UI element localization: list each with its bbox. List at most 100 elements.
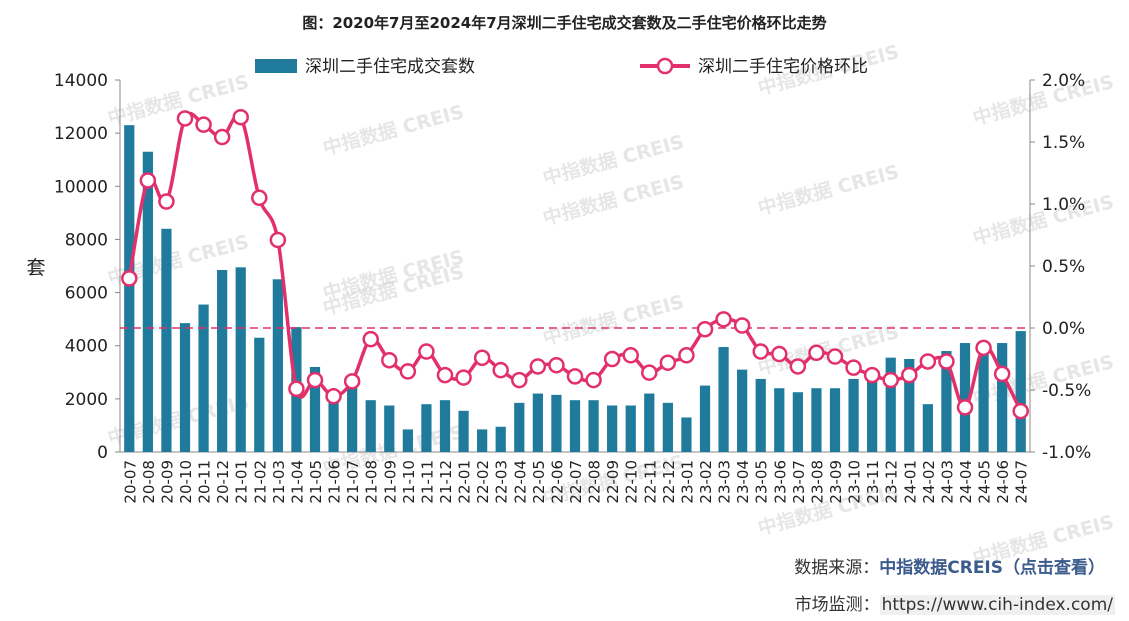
- left-axis-tick-label: 14000: [54, 71, 108, 91]
- bar-24-07: [1015, 331, 1026, 452]
- bar-23-07: [792, 392, 803, 452]
- x-tick-label: 23-07: [790, 460, 808, 504]
- bar-22-11: [644, 393, 655, 452]
- x-tick-label: 23-01: [678, 460, 696, 504]
- point-22-02: [473, 349, 491, 367]
- bar-22-04: [514, 402, 525, 452]
- x-tick-label: 22-09: [604, 460, 622, 504]
- x-tick-label: 24-02: [920, 460, 938, 504]
- bar-22-03: [495, 426, 506, 452]
- x-tick-label: 24-03: [938, 460, 956, 504]
- bar-21-11: [421, 404, 432, 452]
- point-24-02: [919, 353, 937, 370]
- bar-21-07: [347, 382, 358, 452]
- x-tick-label: 20-12: [214, 460, 232, 504]
- x-tick-label: 22-10: [623, 460, 641, 504]
- bar-22-08: [588, 400, 599, 452]
- legend-line-label: 深圳二手住宅价格环比: [698, 57, 868, 77]
- market-monitor-line: 市场监测： https://www.cih-index.com/: [795, 590, 1115, 615]
- x-tick-label: 22-06: [548, 460, 566, 504]
- monitor-url-link[interactable]: https://www.cih-index.com/: [879, 595, 1115, 615]
- left-axis-tick-label: 6000: [65, 284, 108, 304]
- x-tick-label: 24-01: [901, 460, 919, 504]
- x-tick-label: 22-04: [511, 460, 529, 504]
- point-23-09: [826, 348, 844, 365]
- point-21-09: [381, 351, 398, 369]
- bar-22-06: [551, 394, 562, 452]
- point-23-07: [789, 358, 807, 375]
- bar-23-02: [699, 385, 711, 452]
- x-tick-label: 22-01: [456, 460, 474, 504]
- x-tick-label: 21-03: [270, 460, 288, 504]
- point-22-06: [548, 356, 565, 374]
- point-23-08: [808, 344, 825, 362]
- x-tick-label: 22-11: [641, 460, 659, 504]
- point-22-03: [492, 361, 509, 379]
- bar-24-02: [922, 404, 933, 452]
- bar-23-09: [829, 388, 841, 452]
- x-tick-label: 22-12: [660, 460, 678, 504]
- point-21-04: [288, 380, 305, 398]
- line-series: [121, 108, 1029, 420]
- x-tick-label: 21-04: [288, 460, 306, 504]
- chart-legend: 深圳二手住宅成交套数 深圳二手住宅价格环比: [255, 57, 868, 77]
- x-tick-label: 21-05: [307, 460, 325, 504]
- source-link[interactable]: 中指数据CREIS（点击查看）: [879, 558, 1105, 578]
- x-tick-label: 21-06: [326, 460, 344, 504]
- x-tick-label: 23-11: [864, 460, 882, 504]
- left-axis-tick-label: 8000: [65, 230, 108, 250]
- bar-20-07: [124, 125, 135, 453]
- point-24-05: [975, 339, 992, 357]
- x-tick-label: 20-10: [177, 460, 195, 504]
- x-tick-label: 23-03: [716, 460, 734, 504]
- watermark-text: 中指数据 CREIS: [755, 160, 901, 220]
- x-tick-label: 23-12: [883, 460, 901, 504]
- point-21-08: [362, 330, 379, 348]
- point-21-02: [251, 189, 268, 207]
- point-23-05: [752, 343, 769, 360]
- point-22-11: [641, 364, 658, 381]
- x-tick-label: 23-08: [808, 460, 826, 504]
- bar-20-10: [179, 323, 191, 452]
- watermark-text: 中指数据 CREIS: [540, 290, 686, 350]
- point-23-06: [771, 345, 788, 363]
- x-axis-tick-labels: 20-07 20-08 20-09 20-10 20-11 20-12 21-01 21-02…: [121, 460, 1030, 504]
- bar-22-05: [532, 393, 543, 452]
- x-tick-label: 23-05: [753, 460, 771, 504]
- point-24-01: [901, 366, 918, 384]
- watermark-text: 中指数据 CREIS: [320, 100, 466, 160]
- bar-24-03: [941, 351, 952, 452]
- point-21-01: [232, 108, 249, 126]
- x-tick-label: 22-07: [567, 460, 585, 504]
- x-tick-label: 24-04: [957, 460, 975, 504]
- point-22-10: [622, 347, 639, 364]
- bar-23-08: [811, 388, 822, 452]
- point-21-12: [436, 366, 454, 384]
- bar-21-02: [254, 337, 265, 452]
- point-20-09: [158, 193, 175, 210]
- x-tick-label: 23-06: [771, 460, 789, 504]
- left-axis-tick-label: 10000: [54, 177, 108, 197]
- x-tick-label: 20-09: [158, 460, 176, 504]
- x-tick-label: 22-08: [586, 460, 604, 504]
- bar-23-03: [718, 347, 729, 452]
- bar-20-12: [217, 269, 228, 452]
- point-21-03: [269, 231, 287, 249]
- left-axis-tick-label: 12000: [54, 124, 108, 144]
- bar-23-04: [737, 369, 748, 452]
- right-axis-tick-label: 1.5%: [1042, 133, 1085, 153]
- bar-21-05: [309, 366, 321, 452]
- x-tick-label: 22-02: [474, 460, 492, 504]
- point-20-07: [121, 270, 138, 287]
- x-tick-label: 24-06: [994, 460, 1012, 504]
- point-22-09: [603, 350, 621, 368]
- bar-23-05: [755, 378, 766, 452]
- bar-23-01: [681, 417, 692, 452]
- bar-23-12: [885, 357, 896, 452]
- x-tick-label: 23-10: [846, 460, 864, 504]
- x-tick-label: 21-07: [344, 460, 362, 504]
- monitor-label: 市场监测：: [794, 595, 880, 615]
- point-24-04: [956, 399, 974, 416]
- data-source-line: 数据来源：中指数据CREIS（点击查看）: [794, 553, 1105, 578]
